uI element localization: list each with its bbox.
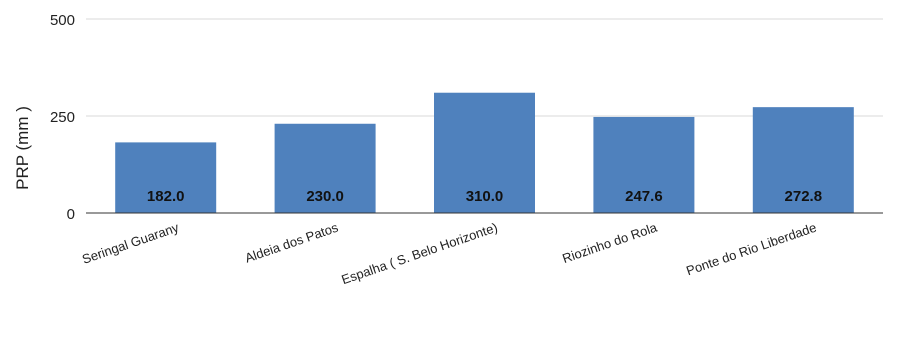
x-category-label: Espalha ( S. Belo Horizonte) [339,220,499,288]
x-category-label: Seringal Guarany [80,219,181,266]
bar-data-label: 310.0 [466,188,504,205]
y-axis-ticks: 0 250 500 [50,12,75,223]
bar-data-label: 272.8 [785,188,823,205]
y-tick-label: 250 [50,109,75,126]
x-axis-category-labels: Seringal Guarany Aldeia dos Patos Espalha … [80,219,818,287]
bar-data-label: 230.0 [306,188,344,205]
bar [593,116,695,213]
bar [115,142,217,213]
bar-data-label: 247.6 [625,188,663,205]
bar [274,123,376,213]
y-tick-label: 0 [67,206,75,223]
bars [115,92,854,213]
x-category-label: Ponte do Rio Liberdade [684,220,818,279]
x-category-label: Riozinho do Rola [560,219,659,266]
bar [752,107,854,213]
bar-data-label: 182.0 [147,188,185,205]
data-labels: 182.0 230.0 310.0 247.6 272.8 [147,188,822,205]
y-tick-label: 500 [50,12,75,29]
bar [434,92,535,213]
y-axis-label: PRP (mm ) [13,106,32,190]
x-category-label: Aldeia dos Patos [243,219,341,265]
